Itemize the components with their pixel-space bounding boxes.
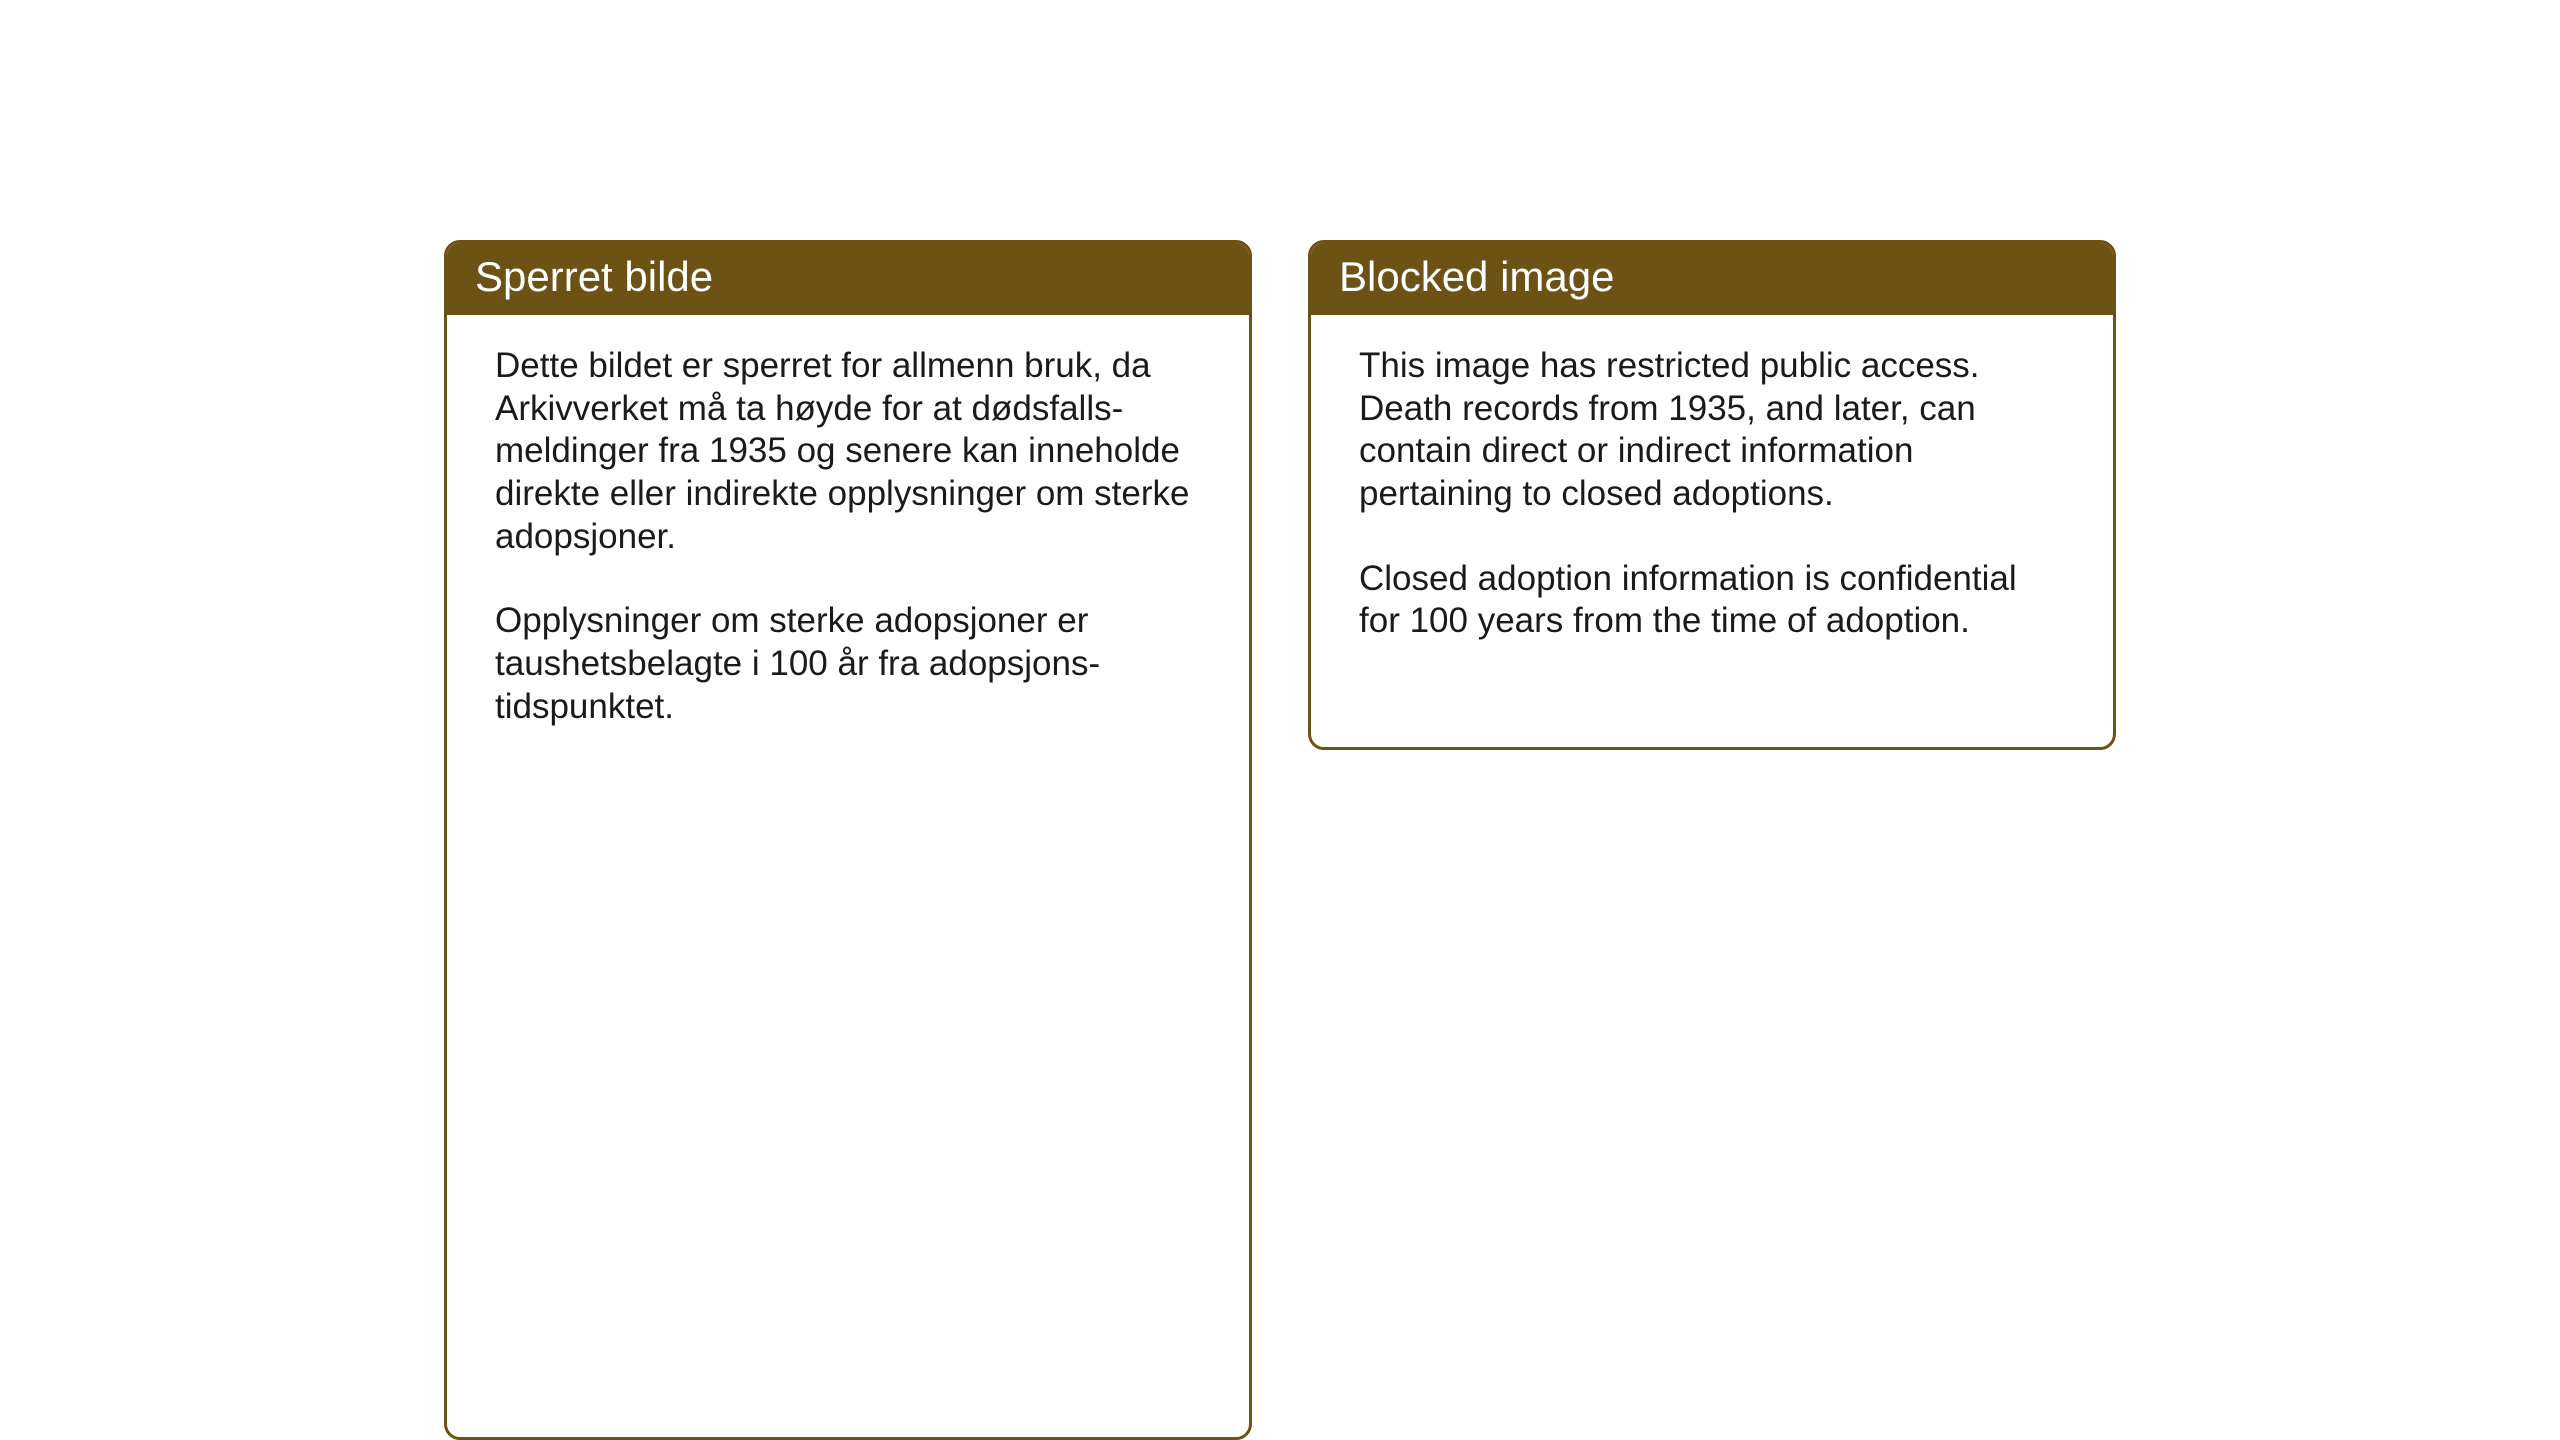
card-english: Blocked image This image has restricted … [1308, 240, 2116, 750]
card-header-english: Blocked image [1311, 243, 2113, 315]
card-norwegian: Sperret bilde Dette bildet er sperret fo… [444, 240, 1252, 1440]
cards-container: Sperret bilde Dette bildet er sperret fo… [444, 240, 2116, 1440]
card-body-norwegian: Dette bildet er sperret for allmenn bruk… [447, 315, 1249, 771]
paragraph-1-norwegian: Dette bildet er sperret for allmenn bruk… [495, 345, 1201, 558]
paragraph-2-norwegian: Opplysninger om sterke adopsjoner er tau… [495, 600, 1201, 728]
card-header-norwegian: Sperret bilde [447, 243, 1249, 315]
card-body-english: This image has restricted public access.… [1311, 315, 2113, 685]
paragraph-2-english: Closed adoption information is confident… [1359, 558, 2065, 643]
paragraph-1-english: This image has restricted public access.… [1359, 345, 2065, 516]
card-title-english: Blocked image [1339, 253, 1614, 300]
card-title-norwegian: Sperret bilde [475, 253, 713, 300]
